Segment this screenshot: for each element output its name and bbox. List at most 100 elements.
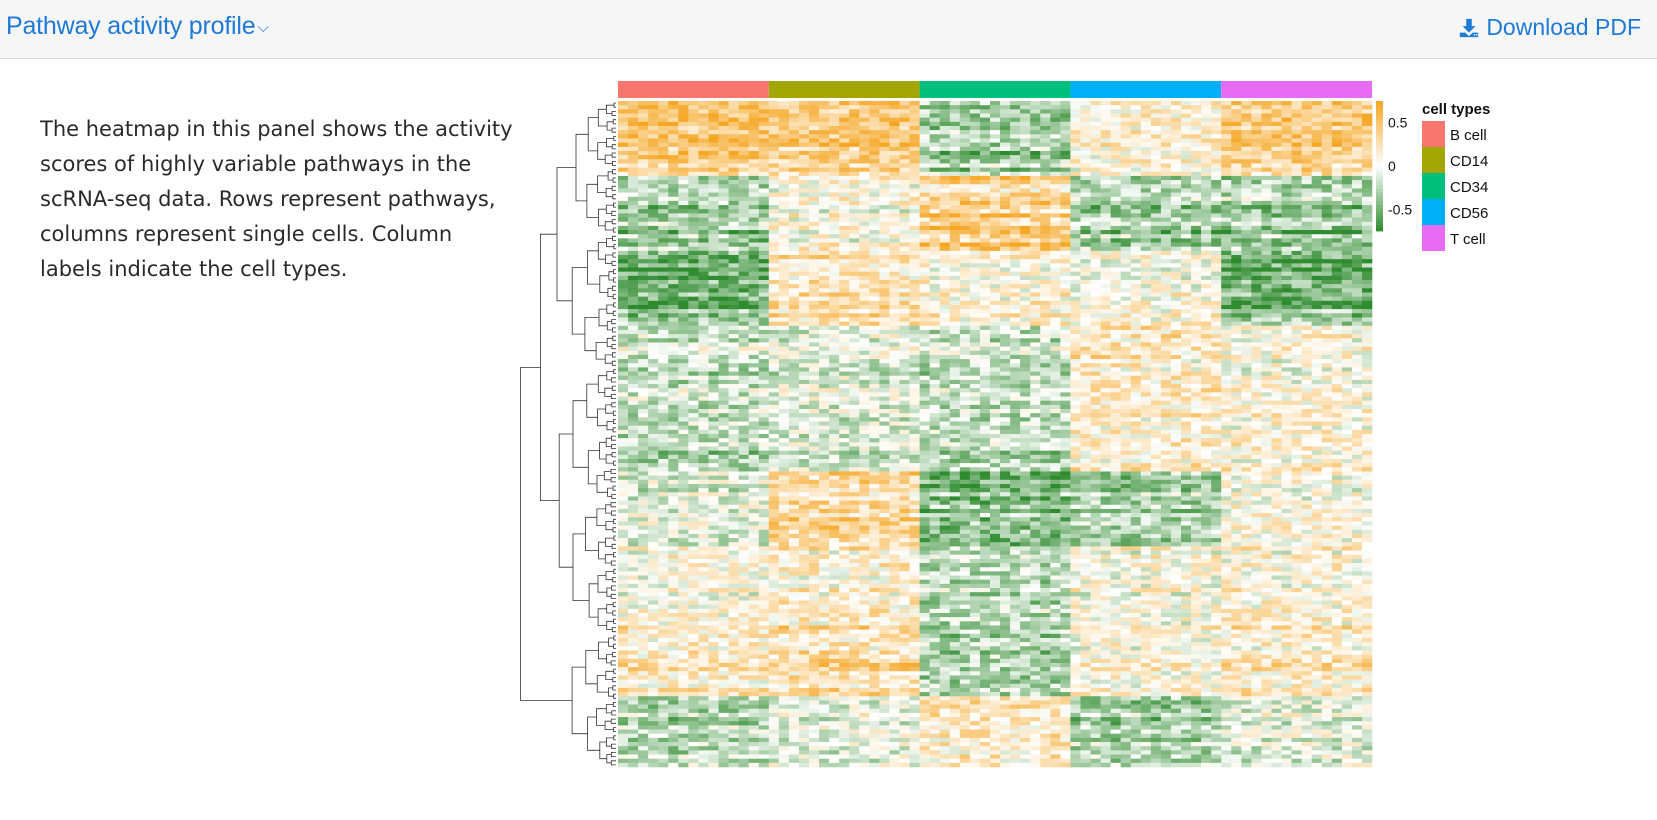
- heatmap-cell: [1040, 138, 1051, 143]
- heatmap-cell: [688, 230, 699, 235]
- heatmap-cell: [919, 309, 930, 314]
- heatmap-cell: [919, 121, 930, 127]
- heatmap-cell: [859, 175, 870, 181]
- heatmap-cell: [1040, 134, 1051, 139]
- heatmap-cell: [839, 300, 850, 306]
- heatmap-cell: [1351, 188, 1363, 193]
- heatmap-cell: [748, 150, 760, 156]
- heatmap-cell: [1231, 184, 1242, 189]
- heatmap-cell: [1020, 163, 1031, 168]
- heatmap-cell: [1291, 309, 1302, 314]
- heatmap-cell: [1150, 234, 1162, 239]
- heatmap-cell: [1030, 180, 1041, 185]
- heatmap-cell: [1311, 296, 1323, 302]
- heatmap-cell: [809, 284, 820, 289]
- heatmap-cell: [1170, 217, 1182, 223]
- panel-title-toggle[interactable]: Pathway activity profile ⌵: [6, 12, 269, 41]
- heatmap-cell: [1271, 354, 1282, 360]
- heatmap-cell: [1030, 121, 1041, 127]
- heatmap-cell: [989, 279, 1001, 285]
- heatmap-cell: [849, 263, 860, 268]
- heatmap-cell: [648, 321, 659, 327]
- heatmap-cell: [1000, 350, 1011, 356]
- heatmap-cell: [758, 296, 770, 302]
- heatmap-cell: [959, 196, 971, 202]
- heatmap-cell: [668, 209, 679, 214]
- heatmap-cell: [1231, 329, 1242, 335]
- heatmap-cell: [1150, 279, 1162, 285]
- heatmap-cell: [1090, 275, 1101, 281]
- heatmap-cell: [939, 138, 951, 143]
- heatmap-cell: [658, 304, 669, 310]
- heatmap-cell: [1281, 221, 1292, 227]
- heatmap-cell: [1281, 271, 1292, 277]
- heatmap-cell: [849, 225, 860, 231]
- heatmap-cell: [688, 304, 699, 310]
- heatmap-cell: [1010, 121, 1021, 127]
- heatmap-cell: [879, 225, 890, 231]
- heatmap-cell: [1010, 125, 1021, 131]
- heatmap-cell: [869, 271, 880, 277]
- heatmap-cell: [1000, 159, 1011, 164]
- heatmap-cell: [1030, 284, 1041, 289]
- heatmap-cell: [658, 217, 669, 223]
- heatmap-cell: [768, 259, 780, 264]
- heatmap-cell: [728, 275, 739, 281]
- heatmap-cell: [1070, 246, 1081, 252]
- heatmap-cell: [899, 138, 910, 143]
- heatmap-cell: [1241, 134, 1252, 139]
- heatmap-cell: [1160, 363, 1172, 368]
- heatmap-cell: [1341, 171, 1353, 177]
- heatmap-cell: [839, 250, 850, 256]
- heatmap-cell: [939, 325, 951, 331]
- heatmap-cell: [1170, 363, 1182, 368]
- heatmap-cell: [658, 205, 669, 210]
- heatmap-cell: [1050, 292, 1061, 297]
- heatmap-cell: [648, 271, 659, 277]
- heatmap-cell: [899, 304, 910, 310]
- heatmap-cell: [919, 325, 930, 331]
- heatmap-cell: [628, 363, 639, 368]
- heatmap-cell: [839, 142, 850, 148]
- heatmap-cell: [879, 321, 890, 327]
- heatmap-cell: [1221, 217, 1232, 223]
- heatmap-cell: [829, 359, 840, 364]
- heatmap-cell: [949, 134, 961, 139]
- heatmap-cell: [668, 267, 679, 272]
- heatmap-cell: [1211, 317, 1222, 322]
- heatmap-cell: [678, 313, 689, 318]
- heatmap-cell: [1050, 150, 1061, 156]
- heatmap-cell: [1351, 213, 1363, 218]
- heatmap-cell: [708, 267, 719, 272]
- heatmap-cell: [618, 163, 629, 168]
- heatmap-cell: [758, 309, 770, 314]
- heatmap-cell: [1160, 217, 1172, 223]
- heatmap-cell: [979, 275, 991, 281]
- heatmap-cell: [758, 329, 770, 335]
- heatmap-cell: [1221, 292, 1232, 297]
- heatmap-cell: [859, 354, 870, 360]
- heatmap-cell: [889, 342, 900, 347]
- heatmap-cell: [1160, 205, 1172, 210]
- heatmap-cell: [1040, 109, 1051, 114]
- heatmap-cell: [1341, 159, 1353, 164]
- heatmap-cell: [788, 159, 800, 164]
- heatmap-cell: [688, 246, 699, 252]
- heatmap-cell: [648, 304, 659, 310]
- heatmap-cell: [1120, 338, 1132, 343]
- heatmap-cell: [1150, 130, 1162, 135]
- heatmap-cell: [889, 275, 900, 281]
- heatmap-cell: [1070, 242, 1081, 247]
- heatmap-cell: [809, 338, 820, 343]
- heatmap-cell: [1070, 113, 1081, 118]
- heatmap-cell: [778, 350, 790, 356]
- download-pdf-button[interactable]: Download PDF: [1458, 14, 1641, 41]
- heatmap-cell: [1361, 346, 1373, 352]
- heatmap-cell: [648, 234, 659, 239]
- heatmap-cell: [1110, 296, 1121, 302]
- heatmap-cell: [1140, 329, 1152, 335]
- heatmap-cell: [809, 221, 820, 227]
- heatmap-cell: [618, 125, 629, 131]
- heatmap-cell: [1221, 346, 1232, 352]
- heatmap-cell: [798, 321, 810, 327]
